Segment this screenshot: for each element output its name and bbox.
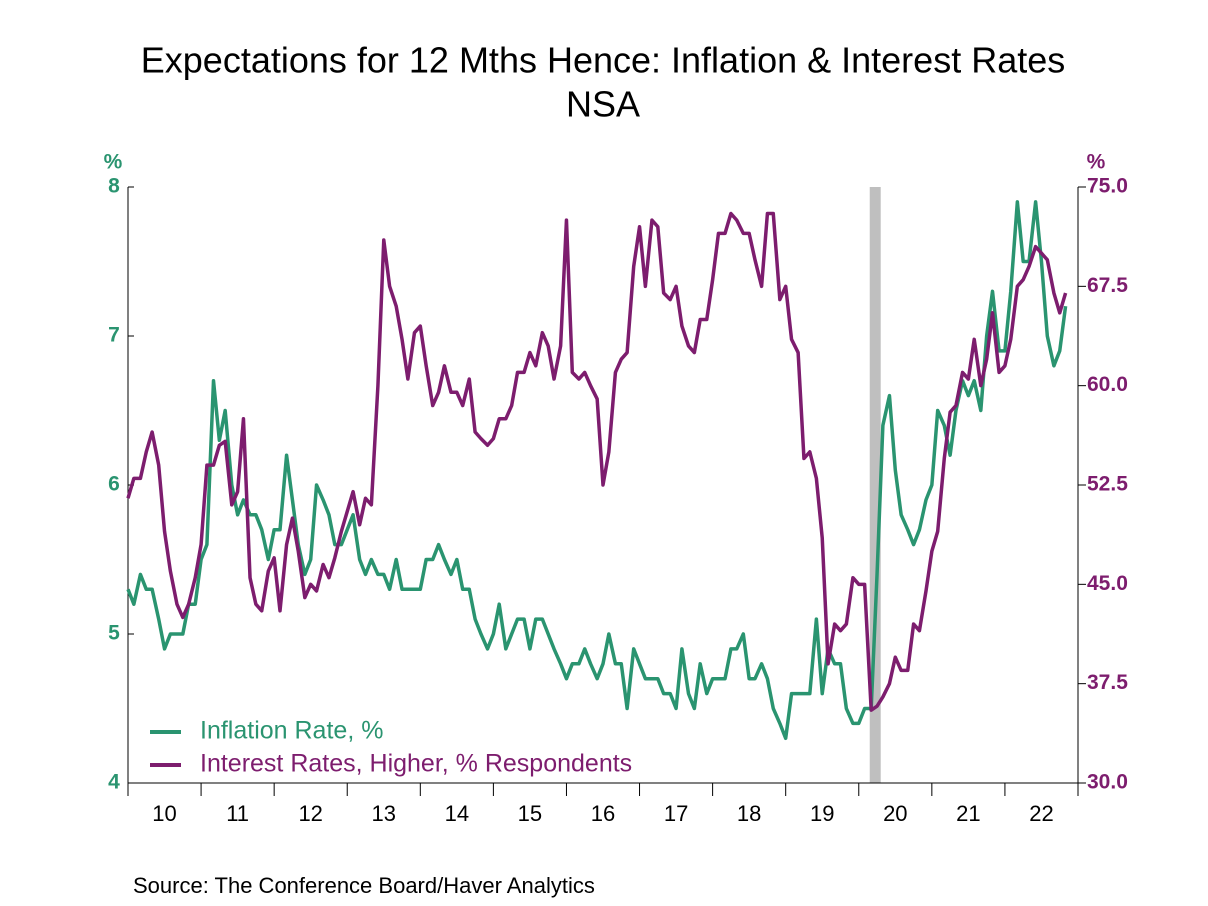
y2-tick-label: 52.5 [1087,473,1128,496]
y-tick-label: 5 [108,622,120,645]
x-tick-label: 17 [664,801,688,826]
recession-band [869,187,881,783]
source-note: Source: The Conference Board/Haver Analy… [133,873,595,898]
y-tick-label: 6 [108,473,120,496]
y2-tick-label: 37.5 [1087,671,1128,694]
series-line [126,200,1068,741]
y2-unit: % [1087,151,1106,174]
x-tick-label: 14 [445,801,469,826]
legend-label: Interest Rates, Higher, % Respondents [200,750,632,778]
x-tick-label: 22 [1029,801,1053,826]
x-tick-label: 13 [372,801,396,826]
y2-tick-label: 60.0 [1087,373,1128,396]
x-tick-label: 16 [591,801,615,826]
x-tick-label: 18 [737,801,761,826]
x-tick-label: 11 [226,801,249,826]
y-tick-label: 8 [108,175,120,198]
series-line [126,211,1068,712]
x-tick-label: 20 [883,801,907,826]
y-tick-label: 7 [108,324,120,347]
y-tick-label: 4 [108,771,120,794]
chart-title: Expectations for 12 Mths Hence: Inflatio… [141,40,1065,81]
x-tick-label: 21 [956,801,980,826]
y2-tick-label: 45.0 [1087,572,1128,595]
x-tick-label: 12 [298,801,322,826]
x-tick-label: 19 [810,801,834,826]
chart-subtitle: NSA [566,84,640,125]
y-unit: % [104,151,123,174]
x-tick-label: 10 [152,801,176,826]
legend-label: Inflation Rate, % [200,717,383,745]
x-tick-label: 15 [518,801,542,826]
y2-tick-label: 30.0 [1087,771,1128,794]
y2-tick-label: 67.5 [1087,274,1128,297]
y2-tick-label: 75.0 [1087,175,1128,198]
